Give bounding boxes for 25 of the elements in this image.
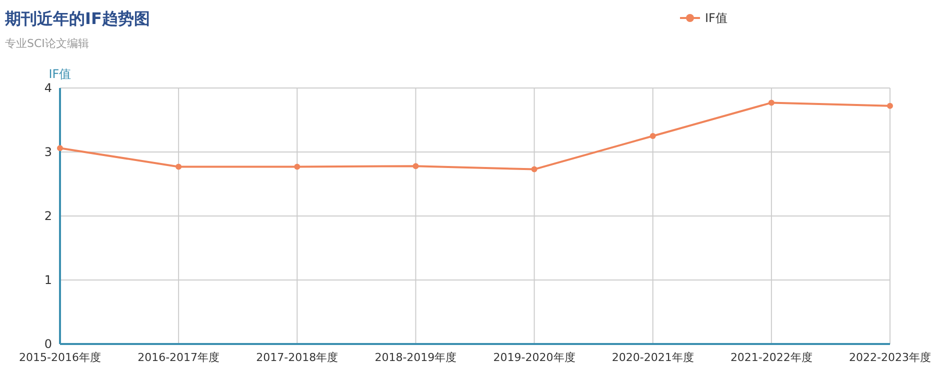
- x-tick-label: 2022-2023年度: [849, 351, 931, 364]
- x-tick-label: 2019-2020年度: [493, 351, 576, 364]
- point: [887, 102, 893, 109]
- x-tick-label: 2016-2017年度: [138, 351, 220, 364]
- point: [531, 166, 538, 172]
- x-tick-label: 2015-2016年度: [19, 351, 101, 364]
- point: [650, 133, 656, 139]
- y-tick-label: 0: [44, 337, 52, 352]
- y-axis-title: IF值: [48, 67, 72, 81]
- x-tick-label: 2018-2019年度: [374, 351, 457, 364]
- point: [294, 164, 300, 170]
- x-tick-label: 2020-2021年度: [612, 351, 694, 364]
- y-tick-label: 2: [44, 209, 52, 224]
- x-tick-label: 2017-2018年度: [256, 351, 338, 364]
- y-tick-label: 1: [44, 273, 52, 288]
- point: [412, 163, 419, 170]
- chart-title: 期刊近年的IF趋势图: [4, 9, 150, 28]
- point: [176, 164, 182, 170]
- legend-label: IF值: [705, 11, 728, 26]
- point: [768, 100, 774, 106]
- y-tick-label: 4: [44, 81, 52, 96]
- point: [57, 145, 63, 152]
- x-tick-label: 2021-2022年度: [730, 351, 812, 364]
- chart-subtitle: 专业SCI论文编辑: [5, 37, 89, 50]
- y-tick-label: 3: [44, 145, 52, 160]
